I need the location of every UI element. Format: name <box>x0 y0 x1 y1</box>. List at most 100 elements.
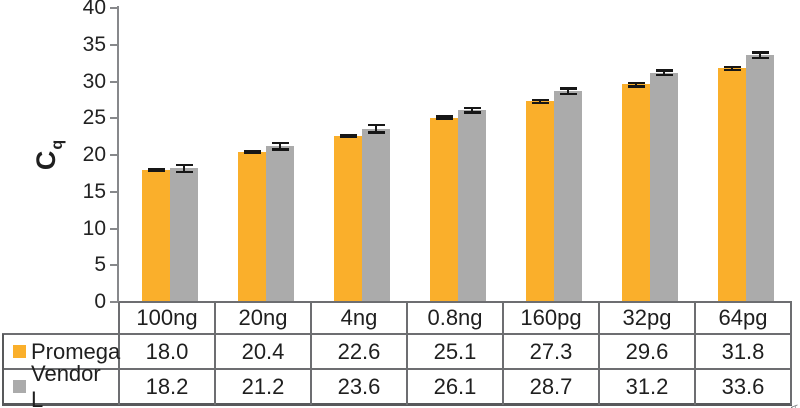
error-bar-cap-top <box>367 123 385 127</box>
y-tick-label: 35 <box>82 32 106 56</box>
table-row-line <box>2 333 792 335</box>
error-bar-cap-bottom <box>655 73 673 77</box>
bar-vendor-l-160pg <box>554 91 582 302</box>
table-value-cell: 31.2 <box>625 373 669 399</box>
table-column-line <box>214 302 216 405</box>
table-top-line <box>119 301 792 303</box>
table-value-cell: 20.4 <box>241 338 285 364</box>
table-column-line <box>406 302 408 405</box>
error-bar-cap-top <box>463 106 481 110</box>
y-axis-tick <box>110 7 119 9</box>
error-bar-stem <box>567 88 569 94</box>
vendor-l-swatch-icon <box>13 380 26 393</box>
error-bar-cap-bottom <box>243 151 261 155</box>
bar-vendor-l-0.8ng <box>458 110 486 302</box>
error-bar-cap-bottom <box>463 111 481 114</box>
error-bar-stem <box>375 124 377 133</box>
y-axis-tick <box>110 227 119 230</box>
error-bar-cap-bottom <box>339 135 357 139</box>
error-bar-cap-top <box>175 163 193 167</box>
y-tick-label: 15 <box>82 179 106 203</box>
promega-swatch-icon <box>13 345 26 358</box>
bar-promega-32pg <box>622 84 650 302</box>
legend-cell-promega: Promega <box>4 335 121 368</box>
error-bar-cap-bottom <box>627 85 645 88</box>
y-tick-label: 40 <box>82 0 106 19</box>
table-column-line <box>118 302 120 405</box>
table-row-line <box>2 368 792 370</box>
y-tick-label: 25 <box>82 106 106 130</box>
table-header-cell: 160pg <box>520 305 582 330</box>
table-value-cell: 18.0 <box>145 338 189 364</box>
y-axis-tick <box>110 190 119 193</box>
table-header-cell: 64pg <box>718 305 768 330</box>
table-header-cell: 100ng <box>136 305 198 330</box>
bar-promega-4ng <box>334 135 362 302</box>
error-bar-stem <box>663 70 665 75</box>
error-bar-cap-bottom <box>175 170 193 174</box>
y-tick-label: 5 <box>94 253 106 277</box>
error-bar-cap-top <box>271 141 289 145</box>
table-column-line <box>694 302 696 405</box>
table-header-cell: 0.8ng <box>427 305 483 330</box>
table-value-cell: 18.2 <box>145 373 189 399</box>
bar-vendor-l-4ng <box>362 128 390 302</box>
error-bar-cap-bottom <box>559 92 577 96</box>
bar-promega-100ng <box>142 169 170 302</box>
error-bar-stem <box>731 66 733 70</box>
error-bar-cap-top <box>751 51 769 54</box>
error-bar-cap-bottom <box>271 148 289 151</box>
y-axis-tick <box>110 301 119 303</box>
y-tick-label: 0 <box>94 290 106 313</box>
table-value-cell: 22.6 <box>337 338 381 364</box>
y-tick-label: 10 <box>82 216 106 240</box>
error-bar-stem <box>635 82 637 87</box>
table-left-line <box>2 334 4 404</box>
legend-label: Promega <box>31 338 121 364</box>
error-bar-cap-top <box>723 65 741 69</box>
table-value-cell: 28.7 <box>529 373 573 399</box>
error-bar-cap-top <box>339 134 357 137</box>
bar-promega-20ng <box>238 152 266 302</box>
error-bar-cap-bottom <box>435 117 453 121</box>
table-header-cell: 20ng <box>238 305 288 330</box>
table-column-line <box>790 302 792 405</box>
error-bar-cap-top <box>243 150 261 153</box>
bar-promega-64pg <box>718 68 746 302</box>
error-bar-cap-bottom <box>147 169 165 173</box>
error-bar-stem <box>759 52 761 58</box>
error-bar-cap-bottom <box>531 101 549 105</box>
table-value-cell: 31.8 <box>721 338 765 364</box>
table-value-cell: 25.1 <box>433 338 477 364</box>
bar-vendor-l-32pg <box>650 72 678 302</box>
y-axis-tick <box>110 154 119 156</box>
table-header-cell: 4ng <box>340 305 378 330</box>
table-value-cell: 33.6 <box>721 373 765 399</box>
bar-promega-160pg <box>526 101 554 302</box>
error-bar-cap-top <box>531 98 549 102</box>
error-bar-stem <box>183 164 185 172</box>
y-tick-label: 30 <box>82 69 106 93</box>
error-bar-stem <box>471 107 473 113</box>
error-bar-cap-top <box>435 115 453 118</box>
error-bar-cap-bottom <box>367 131 385 134</box>
legend-cell-vendor-l: Vendor L <box>4 361 118 408</box>
bar-vendor-l-100ng <box>170 168 198 302</box>
error-bar-cap-bottom <box>751 56 769 60</box>
error-bar-cap-top <box>627 81 645 85</box>
table-header-cell: 32pg <box>622 305 672 330</box>
bar-vendor-l-64pg <box>746 55 774 302</box>
bar-promega-0.8ng <box>430 117 458 302</box>
error-bar-cap-top <box>147 167 165 171</box>
table-value-cell: 26.1 <box>433 373 477 399</box>
bar-vendor-l-20ng <box>266 146 294 302</box>
legend-label: Vendor L <box>31 360 101 408</box>
y-axis-tick <box>110 117 119 120</box>
table-value-cell: 21.2 <box>241 373 285 399</box>
error-bar-cap-top <box>559 87 577 90</box>
table-bottom-line <box>2 403 792 406</box>
table-column-line <box>310 302 312 405</box>
